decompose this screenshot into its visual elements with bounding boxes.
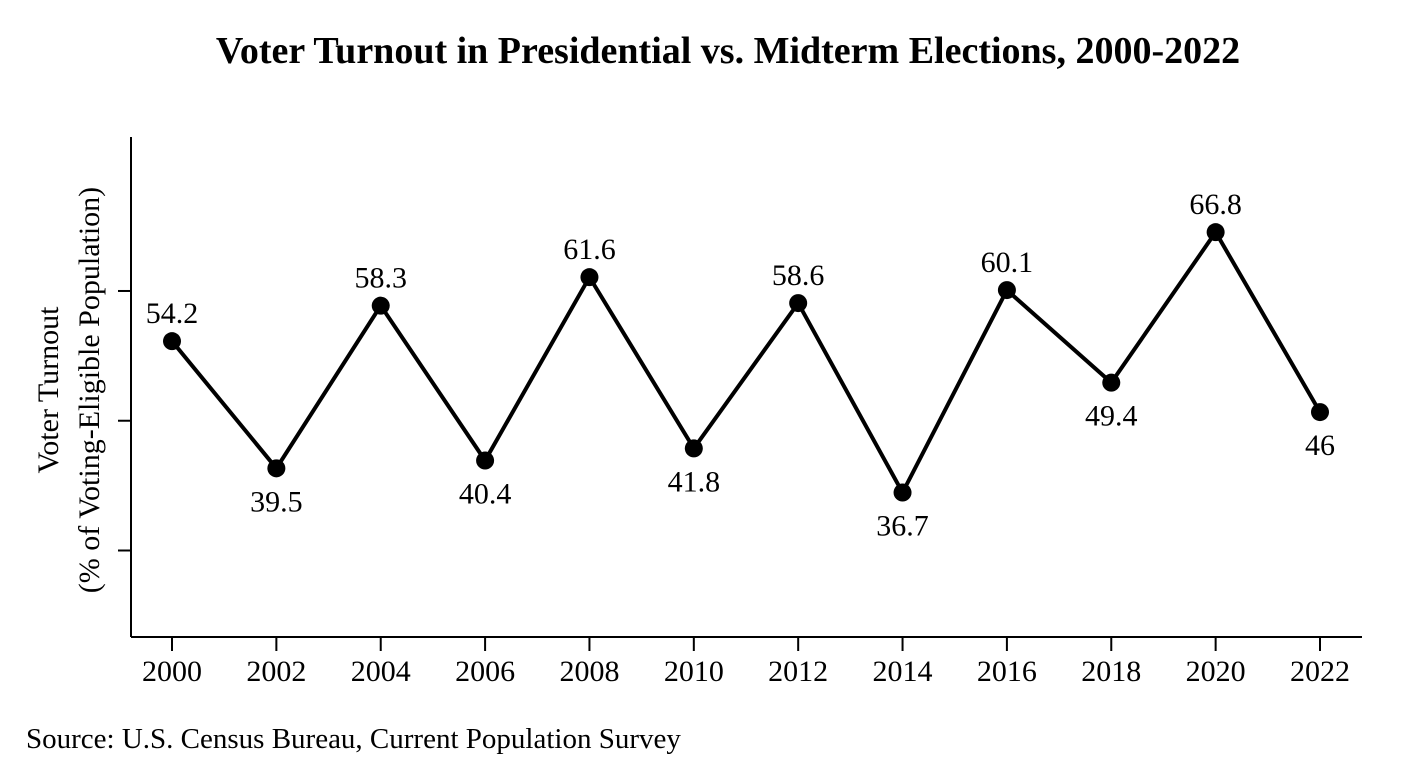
y-axis-label-line2: (% of Voting-Eligible Population) xyxy=(73,187,106,593)
x-tick-label: 2006 xyxy=(455,655,515,688)
data-label: 60.1 xyxy=(981,246,1034,279)
x-ticks: 2000 2002 2004 2006 2008 2010 2012 2014 2016 2018… xyxy=(142,637,1350,688)
data-label: 61.6 xyxy=(563,233,616,266)
x-tick-label: 2008 xyxy=(559,655,619,688)
data-label: 58.3 xyxy=(354,262,407,295)
data-point xyxy=(580,268,599,287)
data-point xyxy=(476,451,495,470)
data-point xyxy=(267,459,286,478)
x-tick-label: 2014 xyxy=(873,655,933,688)
data-label: 58.6 xyxy=(772,259,825,292)
y-axis-label: Voter Turnout (% of Voting-Eligible Popu… xyxy=(32,187,106,593)
data-point xyxy=(893,483,912,502)
data-label: 41.8 xyxy=(668,465,721,498)
data-point xyxy=(684,439,703,458)
data-point xyxy=(371,296,390,315)
data-label: 36.7 xyxy=(876,510,929,543)
data-point xyxy=(997,281,1016,300)
y-ticks xyxy=(118,289,131,552)
x-tick-label: 2020 xyxy=(1186,655,1246,688)
x-tick-label: 2018 xyxy=(1081,655,1141,688)
x-tick-label: 2010 xyxy=(664,655,724,688)
x-tick-label: 2022 xyxy=(1290,655,1350,688)
data-label: 66.8 xyxy=(1189,188,1242,221)
series-group: 54.2 39.5 58.3 40.4 61.6 41.8 58.6 36.7 60.1 49.4… xyxy=(146,188,1335,542)
data-label: 46 xyxy=(1305,429,1335,462)
chart-title: Voter Turnout in Presidential vs. Midter… xyxy=(216,30,1240,72)
data-label: 49.4 xyxy=(1085,400,1138,433)
x-tick-label: 2016 xyxy=(977,655,1037,688)
data-point xyxy=(1206,223,1225,242)
data-point xyxy=(1311,403,1329,422)
x-tick-label: 2012 xyxy=(768,655,828,688)
x-tick-label: 2004 xyxy=(351,655,411,688)
data-label: 54.2 xyxy=(146,297,199,330)
data-label: 40.4 xyxy=(459,478,512,511)
data-point xyxy=(1102,373,1121,392)
data-point xyxy=(789,294,808,313)
x-tick-label: 2002 xyxy=(246,655,306,688)
data-point xyxy=(163,332,181,351)
data-label: 39.5 xyxy=(250,485,303,518)
x-tick-label: 2000 xyxy=(142,655,202,688)
series-line xyxy=(170,228,1322,497)
source-note: Source: U.S. Census Bureau, Current Popu… xyxy=(26,723,681,755)
y-axis-label-line1: Voter Turnout xyxy=(32,306,65,474)
